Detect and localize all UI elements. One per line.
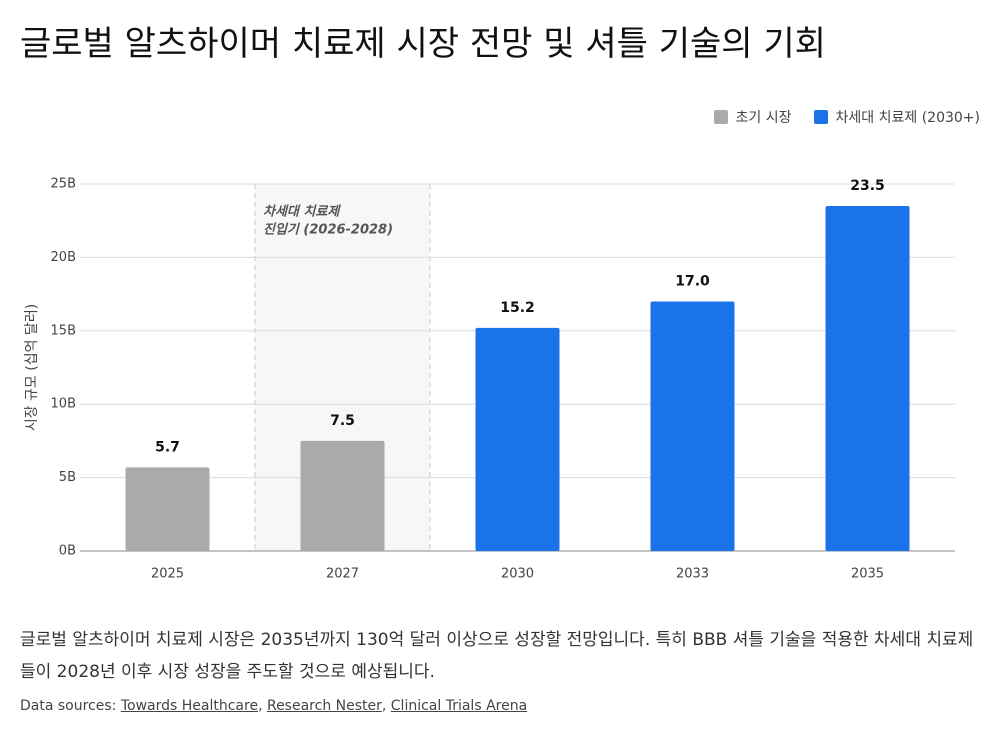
annotation: 진입기 (2026-2028): [263, 222, 393, 238]
y-axis-label: 시장 규모 (십억 달러): [24, 304, 40, 431]
source-link[interactable]: Towards Healthcare: [120, 698, 259, 714]
legend-item: 초기 시장: [713, 107, 792, 127]
bar: [300, 440, 385, 551]
y-tick-label: 5B: [59, 470, 76, 485]
x-tick-label: 2030: [501, 567, 534, 582]
legend: 초기 시장 차세대 치료제 (2030+): [713, 107, 980, 127]
x-tick-label: 2025: [151, 567, 184, 582]
bar: [650, 301, 735, 551]
x-tick-label: 2027: [326, 567, 359, 582]
value-label: 7.5: [330, 413, 355, 429]
legend-item: 차세대 치료제 (2030+): [813, 107, 980, 127]
bar: [825, 206, 910, 551]
value-label: 17.0: [675, 273, 710, 289]
x-tick-label: 2035: [851, 567, 884, 582]
y-tick-label: 15B: [51, 323, 76, 338]
source-link[interactable]: Clinical Trials Arena: [390, 698, 528, 714]
y-tick-label: 25B: [51, 177, 76, 192]
annotation: 차세대 치료제: [263, 204, 341, 220]
value-label: 5.7: [155, 439, 180, 455]
chart-title: 글로벌 알츠하이머 치료제 시장 전망 및 셔틀 기술의 기회: [20, 24, 826, 64]
x-tick-label: 2033: [676, 567, 709, 582]
y-tick-label: 20B: [51, 250, 76, 265]
legend-label: 차세대 치료제 (2030+): [835, 110, 980, 126]
bar: [125, 467, 210, 551]
legend-label: 초기 시장: [735, 110, 792, 126]
sources-label: Data sources:: [20, 698, 117, 714]
description: 글로벌 알츠하이머 치료제 시장은 2035년까지 130억 달러 이상으로 성…: [20, 630, 974, 682]
sources: Data sources: Towards Healthcare, Resear…: [20, 698, 528, 714]
legend-swatch: [813, 110, 828, 124]
y-tick-label: 10B: [51, 397, 76, 412]
source-link[interactable]: Research Nester: [266, 698, 382, 714]
value-label: 23.5: [850, 178, 885, 194]
legend-swatch: [713, 110, 728, 124]
value-label: 15.2: [500, 300, 535, 316]
y-tick-label: 0B: [59, 544, 76, 559]
bar: [475, 327, 560, 551]
